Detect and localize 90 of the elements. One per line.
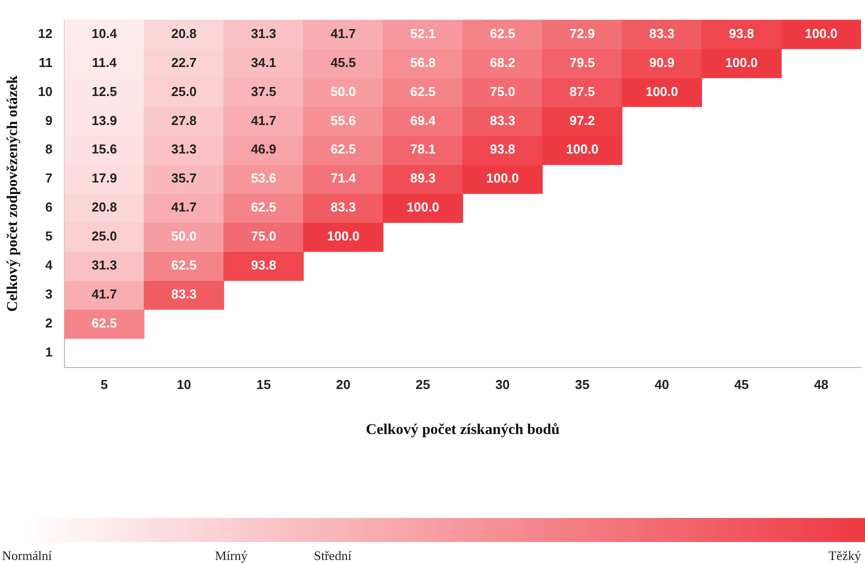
data-label: 89.3 bbox=[410, 170, 436, 186]
y-tick-label: 4 bbox=[45, 258, 54, 273]
data-label: 83.3 bbox=[649, 26, 675, 41]
data-label: 27.8 bbox=[171, 112, 197, 128]
y-tick-label: 5 bbox=[45, 228, 52, 244]
data-label: 35.7 bbox=[171, 170, 197, 186]
data-label: 12.5 bbox=[92, 84, 117, 99]
y-tick-label: 10 bbox=[38, 84, 52, 99]
data-label: 69.4 bbox=[410, 112, 436, 128]
data-label: 22.7 bbox=[171, 54, 197, 70]
data-label: 71.4 bbox=[330, 170, 357, 186]
data-label: 93.8 bbox=[728, 26, 754, 41]
data-label: 20.8 bbox=[92, 200, 117, 215]
x-axis-title: Celkový počet získaných bodů bbox=[366, 422, 560, 438]
data-label: 83.3 bbox=[490, 112, 516, 128]
x-tick-label: 15 bbox=[256, 376, 271, 392]
data-label: 90.9 bbox=[649, 54, 675, 70]
data-label: 100.0 bbox=[804, 26, 838, 41]
x-tick-label: 45 bbox=[734, 376, 749, 392]
data-label: 68.2 bbox=[490, 54, 516, 70]
data-label: 100.0 bbox=[646, 84, 678, 99]
data-label: 20.8 bbox=[171, 26, 197, 41]
data-label: 62.5 bbox=[330, 142, 356, 157]
data-label: 93.8 bbox=[250, 258, 276, 273]
data-label: 11.4 bbox=[92, 54, 118, 70]
data-label: 100.0 bbox=[406, 200, 440, 215]
data-label: 41.7 bbox=[92, 286, 117, 302]
x-tick-label: 25 bbox=[416, 376, 430, 392]
data-label: 31.3 bbox=[171, 142, 197, 157]
data-label: 83.3 bbox=[330, 200, 356, 215]
data-label: 83.3 bbox=[171, 286, 197, 302]
data-label: 87.5 bbox=[570, 84, 595, 99]
data-label: 15.6 bbox=[92, 142, 117, 157]
y-tick-label: 3 bbox=[45, 286, 52, 302]
data-label: 78.1 bbox=[410, 142, 436, 157]
data-label: 97.2 bbox=[570, 112, 595, 128]
data-label: 62.5 bbox=[171, 258, 197, 273]
y-tick-label: 7 bbox=[45, 170, 52, 186]
color-bar-label: Mírný bbox=[215, 548, 248, 563]
x-tick-label: 30 bbox=[495, 376, 510, 392]
data-label: 100.0 bbox=[486, 170, 519, 186]
data-label: 55.6 bbox=[330, 112, 356, 128]
x-tick-label: 40 bbox=[654, 376, 670, 392]
y-tick-label: 6 bbox=[45, 200, 52, 215]
x-tick-label: 20 bbox=[336, 376, 350, 392]
data-label: 13.9 bbox=[92, 112, 117, 128]
color-bar-label: Střední bbox=[314, 548, 352, 563]
y-tick-label: 1 bbox=[45, 344, 52, 360]
data-label: 100.0 bbox=[326, 228, 360, 244]
y-tick-label: 8 bbox=[45, 142, 52, 157]
y-tick-label: 11 bbox=[38, 54, 52, 70]
data-label: 100.0 bbox=[566, 142, 598, 157]
data-label: 17.9 bbox=[92, 170, 117, 186]
data-label: 37.5 bbox=[250, 84, 276, 99]
data-label: 62.5 bbox=[250, 200, 276, 215]
x-tick-label: 10 bbox=[176, 376, 192, 392]
data-label: 79.5 bbox=[570, 54, 595, 70]
data-label: 31.3 bbox=[92, 258, 117, 273]
x-tick-label: 48 bbox=[814, 376, 828, 392]
data-label: 34.1 bbox=[250, 54, 276, 70]
y-tick-label: 2 bbox=[45, 316, 52, 331]
data-label: 75.0 bbox=[490, 84, 516, 99]
x-tick-label: 35 bbox=[574, 376, 590, 392]
color-bar-label: Těžký bbox=[828, 548, 862, 563]
data-label: 93.8 bbox=[490, 142, 516, 157]
y-tick-label: 9 bbox=[45, 112, 52, 128]
y-axis-title: Celkový počet zodpovězených otázek bbox=[4, 74, 21, 312]
data-label: 41.7 bbox=[250, 112, 276, 128]
data-label: 50.0 bbox=[330, 84, 356, 99]
data-label: 52.1 bbox=[410, 26, 436, 41]
data-label: 100.0 bbox=[725, 54, 758, 70]
data-label: 25.0 bbox=[171, 84, 197, 99]
data-label: 53.6 bbox=[250, 170, 276, 186]
data-label: 41.7 bbox=[330, 26, 356, 41]
data-label: 62.5 bbox=[92, 316, 117, 331]
data-label: 46.9 bbox=[250, 142, 276, 157]
data-label: 56.8 bbox=[410, 54, 436, 70]
data-label: 50.0 bbox=[171, 228, 197, 244]
data-label: 62.5 bbox=[490, 26, 516, 41]
data-label: 72.9 bbox=[570, 26, 595, 41]
data-label: 45.5 bbox=[330, 54, 356, 70]
y-tick-label: 12 bbox=[38, 26, 52, 41]
data-label: 10.4 bbox=[92, 26, 118, 41]
data-label: 41.7 bbox=[171, 200, 197, 215]
data-label: 75.0 bbox=[250, 228, 276, 244]
color-bar-label: Normální bbox=[2, 548, 52, 563]
x-tick-label: 5 bbox=[100, 376, 108, 392]
data-label: 31.3 bbox=[250, 26, 276, 41]
data-label: 25.0 bbox=[92, 228, 117, 244]
data-label: 62.5 bbox=[410, 84, 436, 99]
